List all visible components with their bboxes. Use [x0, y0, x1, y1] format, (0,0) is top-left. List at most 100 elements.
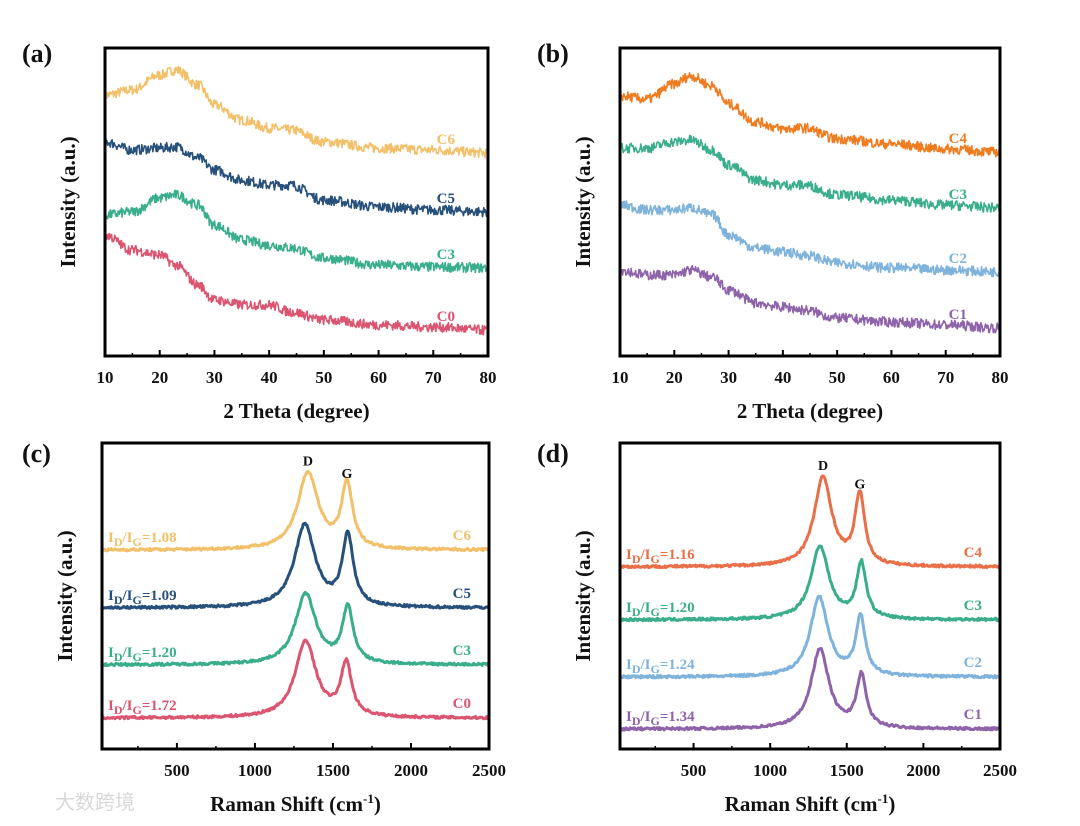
ratio-symbol: I	[626, 657, 632, 673]
x-tick-label: 70	[425, 368, 442, 387]
ratio-label-c6: ID/IG=1.08	[108, 530, 177, 549]
ratio-subscript: G	[133, 535, 142, 549]
ratio-value: =1.34	[660, 709, 695, 725]
ratio-symbol: I	[108, 645, 114, 661]
ratio-value: =1.08	[142, 530, 177, 546]
x-tick-label: 500	[164, 761, 190, 780]
ratio-subscript: G	[133, 593, 142, 607]
ratio-symbol: /I	[640, 600, 651, 616]
ratio-symbol: I	[108, 698, 114, 714]
panel-label: (d)	[537, 439, 569, 468]
series-line-c4	[619, 72, 1001, 158]
ratio-subscript: D	[114, 703, 123, 717]
x-tick-label: 70	[937, 368, 954, 387]
series-line-c1	[619, 647, 1001, 732]
ratio-symbol: /I	[640, 657, 651, 673]
x-tick-label: 1000	[238, 761, 272, 780]
ratio-subscript: D	[632, 552, 641, 566]
series-line-c6	[104, 65, 489, 159]
x-tick-label: 2000	[394, 761, 428, 780]
x-tick-label: 30	[720, 368, 737, 387]
x-tick-label: 1500	[830, 761, 864, 780]
ratio-subscript: G	[651, 552, 660, 566]
series-line-c5	[101, 521, 490, 611]
x-axis-title: Raman Shift (cm-1)	[210, 791, 381, 816]
x-tick-label: 2000	[906, 761, 940, 780]
x-tick-label: 80	[992, 368, 1009, 387]
x-tick-label: 30	[206, 368, 223, 387]
plot-frame	[100, 441, 491, 751]
x-axis-title: 2 Theta (degree)	[737, 399, 883, 423]
series-label-c6: C6	[453, 528, 472, 544]
ratio-label-c4: ID/IG=1.16	[626, 547, 695, 566]
ratio-symbol: /I	[122, 698, 133, 714]
ratio-symbol: /I	[640, 547, 651, 563]
ratio-symbol: I	[626, 547, 632, 563]
ratio-value: =1.09	[142, 588, 177, 604]
chart-panel-b: (b) C4 C3 C2 C1 10 20 30 40 50 60 70 80 2 Theta (degr…	[537, 39, 1009, 423]
series-line-c3	[104, 189, 489, 274]
series-line-c3	[619, 134, 1001, 213]
x-tick-label: 80	[480, 368, 497, 387]
y-axis-title: Intensity (a.u.)	[53, 530, 77, 661]
series-line-c2	[618, 594, 1001, 680]
series-line-c3	[619, 544, 1001, 623]
chart-panel-c: (c)C6ID/IG=1.08C5ID/IG=1.09C3ID/IG=1.20C…	[22, 439, 506, 816]
panel-label: (b)	[537, 39, 569, 68]
watermark: 大数跨境	[55, 790, 135, 814]
series-label-c0: C0	[437, 309, 455, 325]
x-tick-label: 10	[612, 368, 629, 387]
x-axis-title: 2 Theta (degree)	[223, 399, 369, 423]
peak-label-d: D	[818, 459, 828, 474]
x-tick-label: 10	[97, 368, 114, 387]
x-tick-label: 50	[829, 368, 846, 387]
series-label-c0: C0	[453, 696, 471, 712]
ratio-subscript: G	[651, 714, 660, 728]
ratio-subscript: D	[114, 593, 123, 607]
series-line-c0	[104, 230, 489, 336]
x-tick-label: 2500	[983, 761, 1017, 780]
series-line-c2	[619, 200, 1001, 278]
series-label-c3: C3	[964, 598, 982, 614]
panel-label: (c)	[22, 439, 51, 468]
x-tick-label: 50	[315, 368, 332, 387]
series-label-c3: C3	[949, 187, 967, 203]
series-label-c3: C3	[453, 643, 471, 659]
chart-panel-d: (d)C4ID/IG=1.16C3ID/IG=1.20C2ID/IG=1.24C…	[537, 439, 1017, 816]
x-tick-label: 40	[261, 368, 278, 387]
series-line-c3	[100, 590, 490, 668]
peak-label-d: D	[303, 455, 313, 470]
ratio-symbol: I	[626, 709, 632, 725]
ratio-subscript: D	[114, 535, 123, 549]
series-label-c1: C1	[964, 707, 982, 723]
series-label-c5: C5	[437, 191, 455, 207]
chart-panel-a: (a) C6 C5 C3 C0 10 20 30 40 50 60 70 80 2 Theta (degr…	[22, 39, 497, 423]
x-tick-label: 40	[774, 368, 791, 387]
ratio-value: =1.72	[142, 698, 177, 714]
x-tick-label: 500	[681, 761, 707, 780]
series-line-c4	[619, 474, 1001, 570]
ratio-subscript: G	[133, 650, 142, 664]
ratio-value: =1.24	[660, 657, 695, 673]
series-label-c3: C3	[437, 247, 455, 263]
peak-label-g: G	[854, 478, 865, 493]
ratio-symbol: /I	[122, 530, 133, 546]
x-axis-title: Raman Shift (cm-1)	[725, 791, 896, 816]
x-tick-label: 1000	[753, 761, 787, 780]
ratio-label-c0: ID/IG=1.72	[108, 698, 177, 717]
x-tick-label: 20	[666, 368, 683, 387]
ratio-subscript: G	[651, 605, 660, 619]
panel-label: (a)	[22, 39, 52, 68]
series-label-c1: C1	[949, 307, 967, 323]
ratio-value: =1.20	[142, 645, 177, 661]
ratio-subscript: D	[632, 605, 641, 619]
ratio-subscript: D	[632, 662, 641, 676]
ratio-subscript: G	[133, 703, 142, 717]
x-tick-label: 20	[151, 368, 168, 387]
y-axis-title: Intensity (a.u.)	[56, 136, 80, 267]
series-line-c5	[104, 136, 489, 218]
ratio-symbol: I	[108, 530, 114, 546]
ratio-symbol: I	[108, 588, 114, 604]
series-line-c0	[101, 638, 490, 721]
ratio-label-c1: ID/IG=1.34	[626, 709, 695, 728]
